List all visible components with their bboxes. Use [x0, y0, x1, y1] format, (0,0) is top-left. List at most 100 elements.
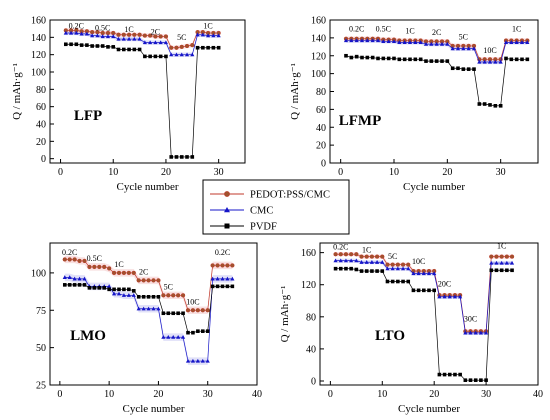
data-point — [494, 268, 499, 273]
y-tick-label: 0 — [321, 159, 326, 170]
data-point — [82, 283, 87, 287]
data-point — [509, 260, 515, 265]
data-point — [102, 286, 107, 290]
data-point — [376, 56, 380, 61]
data-point — [391, 39, 397, 44]
data-point — [200, 358, 205, 363]
y-tick-label: 40 — [36, 120, 46, 131]
data-point — [210, 276, 215, 281]
data-point — [520, 57, 524, 62]
x-tick-label: 10 — [104, 389, 114, 400]
data-point — [509, 40, 514, 44]
series-line — [65, 43, 219, 158]
x-tick-label: 10 — [389, 167, 399, 178]
data-point — [131, 270, 136, 276]
data-point — [179, 155, 184, 159]
data-point — [137, 36, 142, 41]
data-point — [375, 269, 379, 273]
x-tick-label: 0 — [328, 389, 333, 400]
data-point — [136, 278, 141, 283]
data-point — [354, 54, 359, 59]
y-tick-label: 120 — [31, 50, 46, 61]
data-point — [225, 284, 230, 289]
data-point — [137, 47, 142, 52]
rate-label: 0.2C — [215, 248, 230, 257]
data-point — [400, 266, 406, 271]
data-point — [95, 44, 100, 48]
data-point — [402, 57, 407, 62]
y-axis-label: Q / mAh·g⁻¹ — [289, 63, 301, 120]
data-point — [147, 33, 153, 38]
data-point — [411, 288, 416, 293]
data-point — [171, 293, 176, 298]
data-point — [62, 257, 67, 262]
data-point — [463, 330, 468, 335]
data-point — [215, 276, 220, 281]
data-point — [406, 262, 411, 267]
data-point — [136, 295, 141, 299]
rate-label: 2C — [139, 267, 148, 276]
data-point — [210, 284, 215, 289]
data-point — [163, 40, 169, 45]
data-point — [95, 33, 100, 38]
data-point — [161, 293, 166, 298]
data-point — [166, 334, 171, 339]
data-point — [176, 334, 181, 339]
data-point — [216, 45, 221, 50]
data-point — [494, 260, 499, 265]
data-point — [82, 258, 87, 264]
data-point — [132, 36, 137, 41]
data-point — [175, 293, 181, 298]
data-point — [499, 260, 504, 265]
x-tick-label: 20 — [429, 389, 439, 400]
data-point — [385, 279, 390, 284]
data-point — [442, 294, 447, 299]
data-point — [401, 279, 405, 284]
data-point — [489, 254, 494, 259]
data-point — [200, 308, 205, 313]
data-point — [195, 32, 200, 37]
data-point — [111, 270, 117, 276]
data-point — [74, 30, 79, 35]
data-point — [126, 293, 131, 297]
data-point — [348, 252, 354, 257]
data-point — [504, 260, 509, 265]
data-point — [191, 330, 195, 335]
data-point — [445, 59, 450, 63]
data-point — [354, 38, 359, 43]
data-point — [504, 56, 508, 61]
data-point — [77, 258, 82, 264]
y-tick-label: 100 — [31, 68, 46, 79]
y-tick-label: 140 — [311, 33, 326, 44]
data-point — [380, 254, 385, 259]
data-point — [494, 254, 499, 259]
rate-label: 10C — [186, 297, 199, 306]
x-axis-label: Cycle number — [122, 403, 184, 415]
data-point — [406, 266, 411, 271]
data-point — [158, 54, 163, 59]
error-band — [64, 255, 233, 314]
data-point — [74, 42, 79, 47]
x-tick-label: 30 — [214, 167, 224, 178]
data-point — [105, 34, 111, 39]
data-point — [369, 254, 375, 259]
data-point — [509, 254, 515, 259]
data-point — [148, 40, 153, 45]
data-point — [418, 57, 423, 62]
rate-label: 0.5C — [95, 23, 110, 32]
data-point — [111, 34, 116, 39]
data-point — [146, 306, 151, 311]
data-point — [141, 306, 146, 311]
data-point — [190, 42, 195, 48]
panel-lfp: 0 10 20 30 0 20 40 60 80 100 120 140 160 Cycle number… — [11, 16, 246, 193]
data-point — [423, 41, 429, 46]
legend-marker — [224, 223, 230, 229]
series-line — [335, 268, 513, 381]
data-point — [395, 266, 400, 271]
data-point — [525, 40, 530, 44]
data-point — [333, 266, 338, 271]
data-point — [385, 262, 390, 267]
data-point — [190, 52, 195, 57]
data-point — [468, 330, 473, 335]
data-point — [343, 38, 349, 43]
